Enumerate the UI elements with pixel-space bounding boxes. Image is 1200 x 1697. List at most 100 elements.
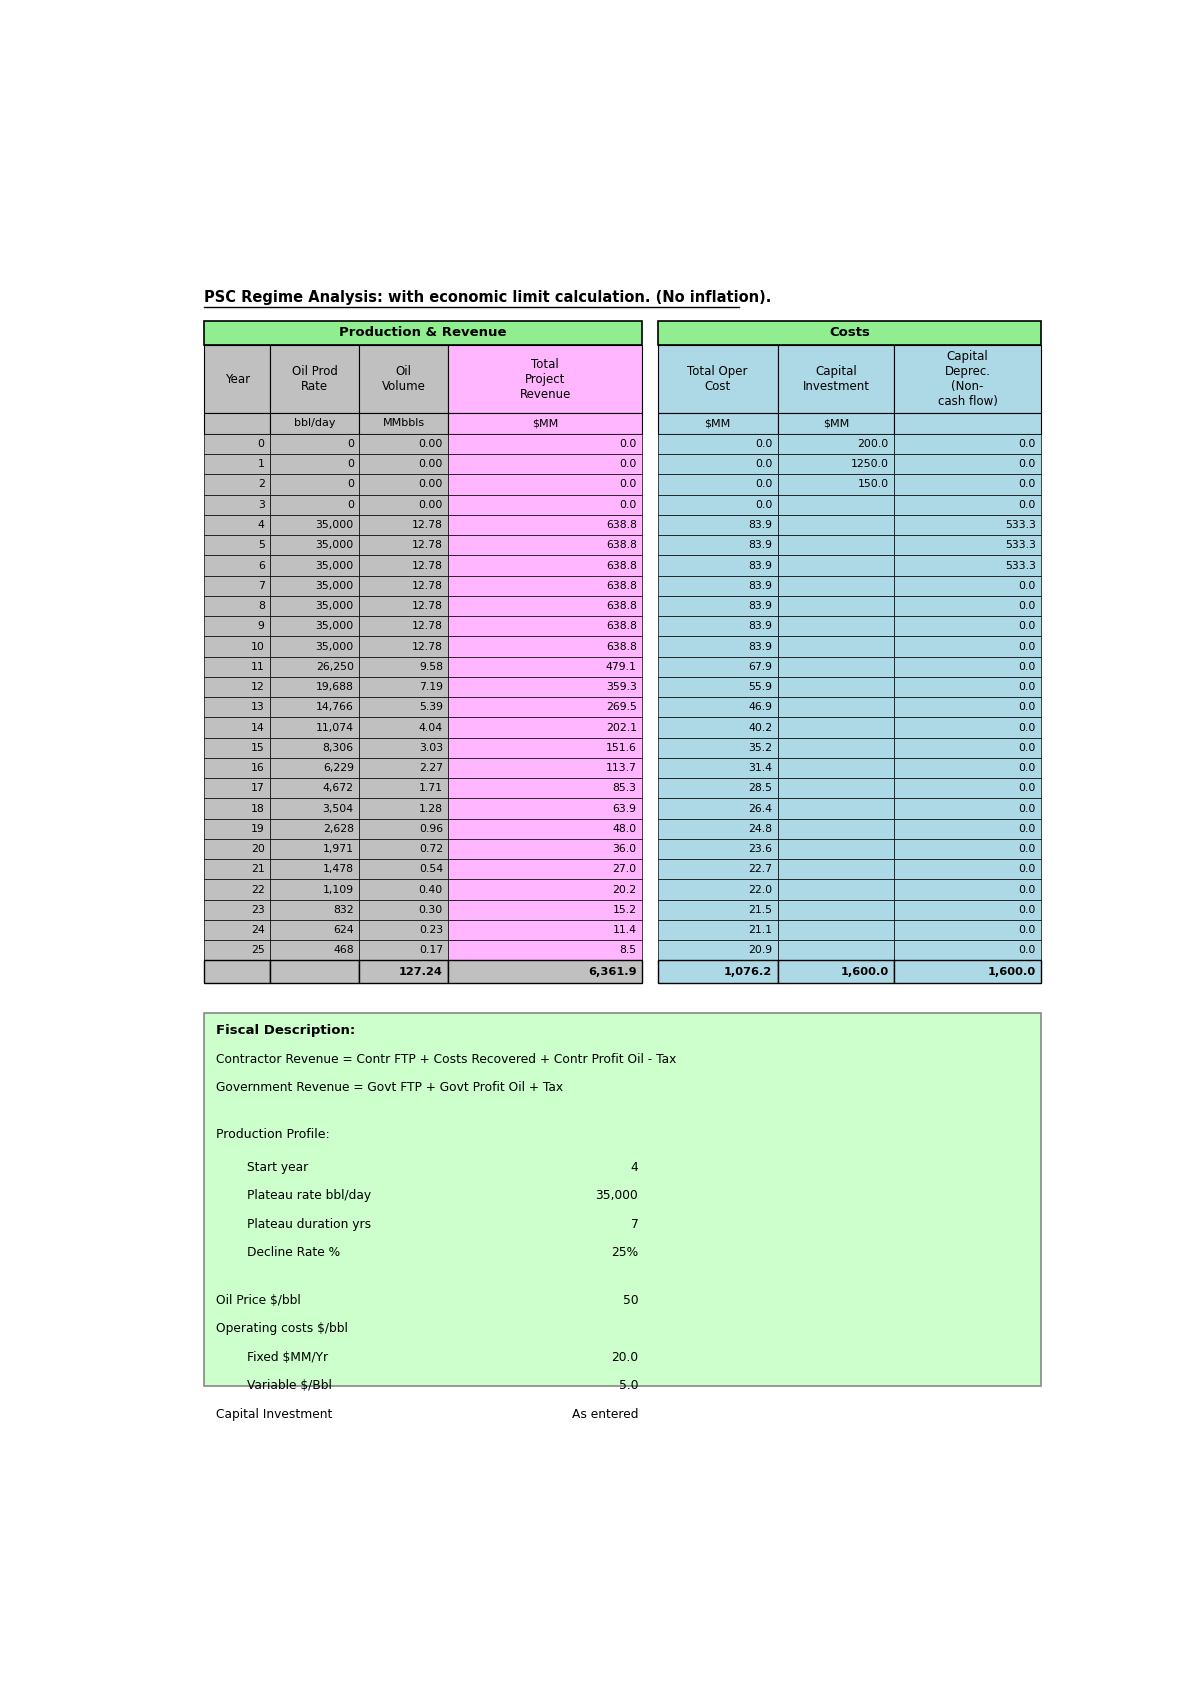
Bar xyxy=(270,759,359,779)
Text: 85.3: 85.3 xyxy=(613,784,637,792)
Bar xyxy=(894,738,1042,759)
Text: Capital
Deprec.
(Non-
cash flow): Capital Deprec. (Non- cash flow) xyxy=(937,350,997,409)
Text: 0.00: 0.00 xyxy=(419,480,443,489)
Text: 5.39: 5.39 xyxy=(419,703,443,713)
Text: 0.0: 0.0 xyxy=(1019,601,1036,611)
Bar xyxy=(270,412,359,434)
Bar xyxy=(658,344,778,412)
Text: 16: 16 xyxy=(251,764,265,774)
Bar xyxy=(359,616,449,636)
Bar xyxy=(778,920,894,940)
Bar xyxy=(658,575,778,596)
Bar xyxy=(894,818,1042,838)
Text: MMbbls: MMbbls xyxy=(383,419,425,428)
Text: 0.0: 0.0 xyxy=(1019,823,1036,833)
Text: 31.4: 31.4 xyxy=(749,764,773,774)
Text: Oil Price $/bbl: Oil Price $/bbl xyxy=(216,1293,301,1307)
Text: 0.0: 0.0 xyxy=(755,480,773,489)
Text: 0: 0 xyxy=(347,480,354,489)
Bar xyxy=(270,434,359,455)
Bar xyxy=(658,940,778,961)
Text: 7.19: 7.19 xyxy=(419,682,443,692)
Text: 2: 2 xyxy=(258,480,265,489)
Bar xyxy=(894,535,1042,555)
Bar xyxy=(359,838,449,859)
Bar xyxy=(658,555,778,575)
Text: Government Revenue = Govt FTP + Govt Profit Oil + Tax: Government Revenue = Govt FTP + Govt Pro… xyxy=(216,1081,563,1095)
Bar xyxy=(894,514,1042,535)
Bar xyxy=(204,455,270,475)
Text: 127.24: 127.24 xyxy=(400,967,443,977)
Bar xyxy=(204,596,270,616)
Text: 0.30: 0.30 xyxy=(419,905,443,915)
Bar xyxy=(359,514,449,535)
Text: 23.6: 23.6 xyxy=(749,843,773,854)
Text: 638.8: 638.8 xyxy=(606,519,637,529)
Text: Start year: Start year xyxy=(247,1161,308,1174)
Text: 23: 23 xyxy=(251,905,265,915)
Text: $MM: $MM xyxy=(704,419,731,428)
Text: 0.0: 0.0 xyxy=(1019,723,1036,733)
Bar xyxy=(270,779,359,798)
Bar xyxy=(894,475,1042,494)
Text: Decline Rate %: Decline Rate % xyxy=(247,1246,340,1259)
Text: 36.0: 36.0 xyxy=(612,843,637,854)
Text: 28.5: 28.5 xyxy=(749,784,773,792)
Bar xyxy=(270,344,359,412)
Bar xyxy=(449,636,642,657)
Bar xyxy=(778,636,894,657)
Text: 0.00: 0.00 xyxy=(419,499,443,509)
Bar xyxy=(449,657,642,677)
Text: 40.2: 40.2 xyxy=(749,723,773,733)
Text: 479.1: 479.1 xyxy=(606,662,637,672)
Text: bbl/day: bbl/day xyxy=(294,419,336,428)
Text: Year: Year xyxy=(224,373,250,385)
Bar xyxy=(778,697,894,718)
Bar xyxy=(204,412,270,434)
Text: 12.78: 12.78 xyxy=(412,580,443,591)
Bar xyxy=(658,475,778,494)
Bar xyxy=(658,494,778,514)
Bar xyxy=(270,718,359,738)
Bar xyxy=(204,920,270,940)
Bar xyxy=(894,838,1042,859)
Text: 0.0: 0.0 xyxy=(1019,580,1036,591)
Text: Plateau duration yrs: Plateau duration yrs xyxy=(247,1217,371,1230)
Bar xyxy=(658,798,778,818)
Bar xyxy=(449,575,642,596)
Text: 55.9: 55.9 xyxy=(749,682,773,692)
Text: 0.0: 0.0 xyxy=(1019,480,1036,489)
Bar xyxy=(449,616,642,636)
Text: 12.78: 12.78 xyxy=(412,519,443,529)
Bar xyxy=(359,940,449,961)
Text: 638.8: 638.8 xyxy=(606,540,637,550)
Bar xyxy=(658,412,778,434)
Bar xyxy=(270,940,359,961)
Text: 0.0: 0.0 xyxy=(1019,905,1036,915)
Bar xyxy=(204,759,270,779)
Text: 0.0: 0.0 xyxy=(1019,945,1036,955)
Text: 6,229: 6,229 xyxy=(323,764,354,774)
Bar xyxy=(359,859,449,879)
Bar xyxy=(658,535,778,555)
Bar xyxy=(359,779,449,798)
Bar xyxy=(359,657,449,677)
Text: 0: 0 xyxy=(347,440,354,450)
Text: 20.2: 20.2 xyxy=(612,884,637,894)
Text: 12.78: 12.78 xyxy=(412,560,443,570)
Bar xyxy=(658,636,778,657)
Text: 0.0: 0.0 xyxy=(619,480,637,489)
Bar xyxy=(778,434,894,455)
Bar xyxy=(359,494,449,514)
Bar xyxy=(894,920,1042,940)
Bar xyxy=(270,738,359,759)
Text: 0.0: 0.0 xyxy=(1019,743,1036,753)
Bar xyxy=(894,555,1042,575)
Text: 1,478: 1,478 xyxy=(323,864,354,874)
Text: 21: 21 xyxy=(251,864,265,874)
Bar xyxy=(204,494,270,514)
Text: 22.7: 22.7 xyxy=(749,864,773,874)
Text: 83.9: 83.9 xyxy=(749,540,773,550)
Bar xyxy=(778,616,894,636)
Bar xyxy=(359,344,449,412)
